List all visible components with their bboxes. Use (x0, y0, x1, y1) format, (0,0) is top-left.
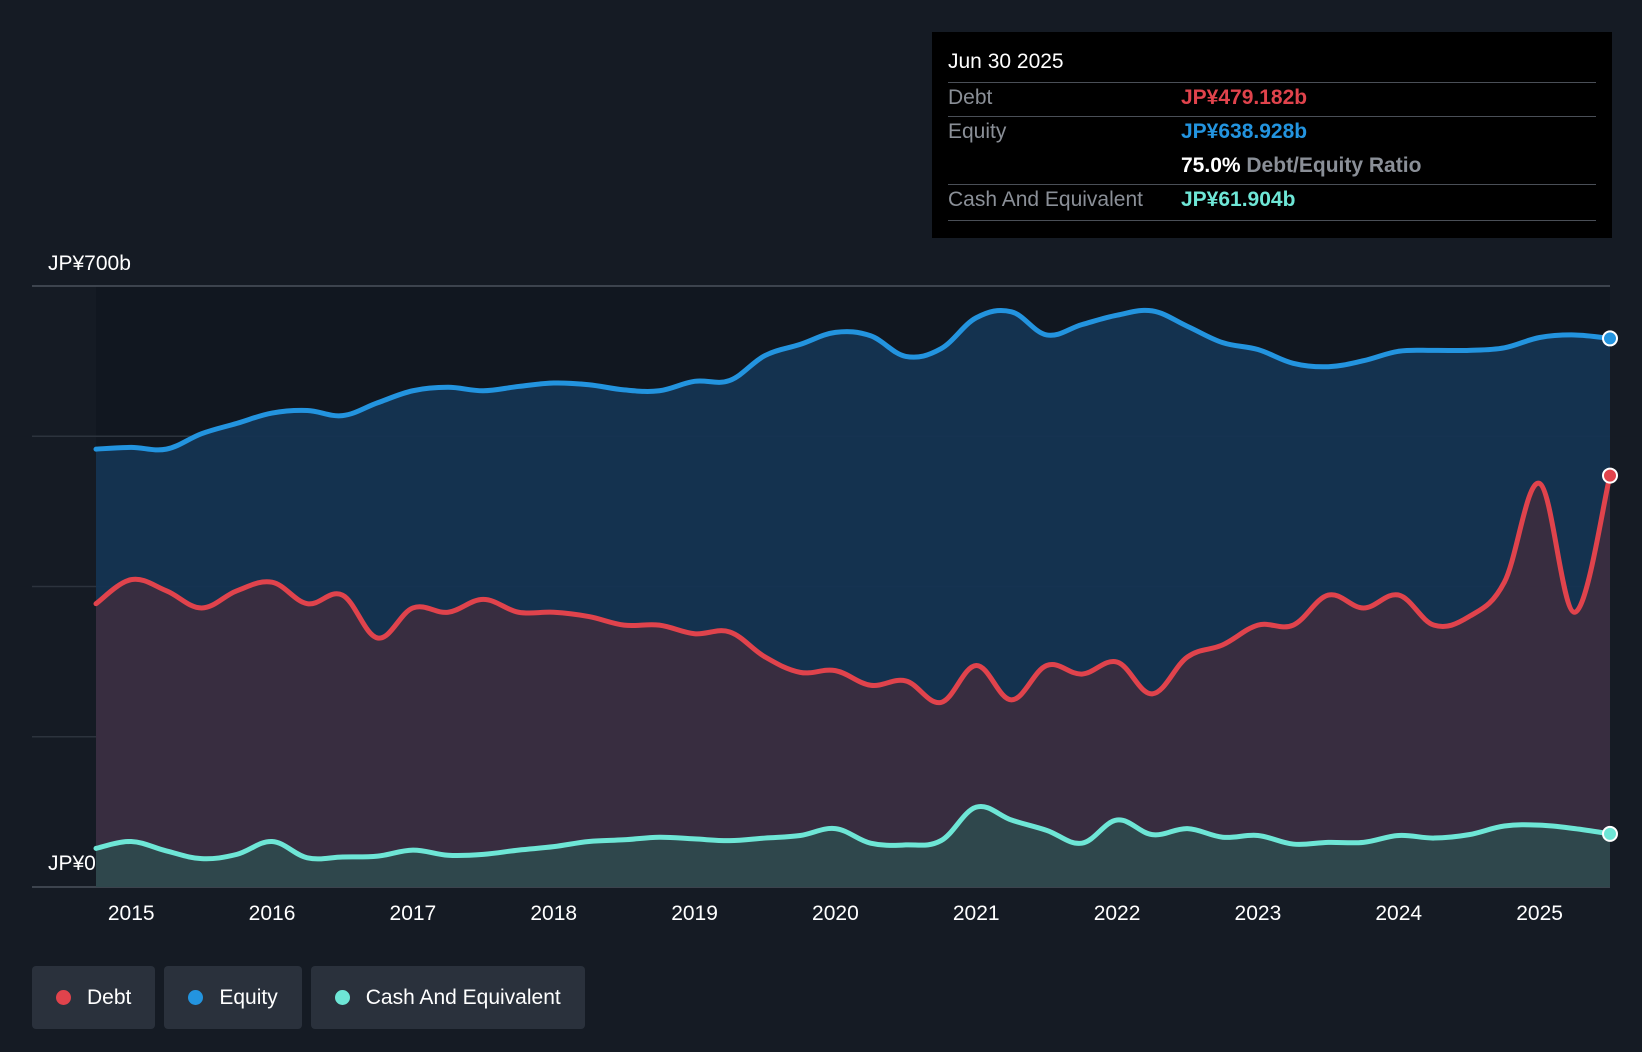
x-tick-label: 2015 (108, 902, 155, 925)
legend-cash-label: Cash And Equivalent (365, 985, 561, 1009)
debt-line (93, 473, 1613, 705)
tooltip-divider (948, 82, 1596, 83)
equity-endpoint-marker[interactable] (1602, 330, 1618, 347)
tooltip-equity-label: Equity (948, 120, 1007, 143)
series-areas (96, 310, 1610, 888)
tooltip-date: Jun 30 2025 (948, 50, 1064, 73)
x-tick-label: 2019 (671, 902, 718, 925)
tooltip-divider (948, 116, 1596, 117)
tooltip-debt-row: Debt JP¥479.182b (948, 82, 1596, 112)
cash-endpoint-marker[interactable] (1602, 825, 1618, 842)
cash-dot-icon (334, 990, 350, 1005)
tooltip-debt-label: Debt (948, 86, 993, 109)
legend-equity-label: Equity (219, 985, 278, 1009)
series-endpoints (1602, 330, 1618, 842)
tooltip-equity-row: Equity JP¥638.928b (948, 116, 1596, 146)
x-tick-label: 2016 (249, 902, 296, 925)
cash-line (93, 803, 1613, 862)
tooltip-cash-row: Cash And Equivalent JP¥61.904b (948, 184, 1596, 214)
tooltip-equity-value: JP¥638.928b (1181, 120, 1308, 143)
tooltip-ratio-label: Debt/Equity Ratio (1246, 154, 1422, 177)
x-tick-label: 2022 (1094, 902, 1141, 925)
equity-line (93, 307, 1613, 453)
cash-area (96, 806, 1610, 887)
y-axis-bottom-label: JP¥0 (48, 852, 96, 875)
x-tick-label: 2020 (812, 902, 859, 925)
tooltip-cash-label: Cash And Equivalent (948, 188, 1143, 211)
series-lines (93, 307, 1613, 862)
x-tick-label: 2021 (953, 902, 1000, 925)
y-axis-top-label: JP¥700b (48, 252, 131, 275)
tooltip-ratio-row: 75.0% Debt/Equity Ratio (948, 150, 1596, 180)
x-tick-label: 2023 (1235, 902, 1282, 925)
legend: Debt Equity Cash And Equivalent (32, 966, 585, 1029)
equity-dot-icon (188, 990, 204, 1005)
legend-item-equity[interactable]: Equity (164, 966, 302, 1029)
tooltip-divider (948, 220, 1596, 221)
tooltip-debt-value: JP¥479.182b (1181, 86, 1308, 109)
debt-endpoint-marker[interactable] (1602, 467, 1618, 484)
x-tick-label: 2024 (1375, 902, 1422, 925)
x-tick-label: 2017 (390, 902, 437, 925)
debt-area (96, 475, 1610, 887)
tooltip-ratio-value: 75.0% (1181, 154, 1241, 177)
legend-debt-label: Debt (87, 985, 132, 1009)
debt-dot-icon (56, 990, 71, 1005)
x-axis-ticks: 2015 2016 2017 2018 2019 2020 2021 2022 2023 2024… (108, 902, 1563, 925)
tooltip-panel: Jun 30 2025 Debt JP¥479.182b Equity JP¥6… (932, 32, 1612, 238)
tooltip-divider (948, 184, 1596, 185)
x-tick-label: 2025 (1516, 902, 1563, 925)
x-tick-label: 2018 (530, 902, 577, 925)
tooltip-cash-value: JP¥61.904b (1181, 188, 1296, 211)
tooltip-ratio: 75.0% Debt/Equity Ratio (1181, 154, 1421, 178)
legend-item-cash[interactable]: Cash And Equivalent (310, 966, 585, 1029)
legend-item-debt[interactable]: Debt (32, 966, 156, 1029)
